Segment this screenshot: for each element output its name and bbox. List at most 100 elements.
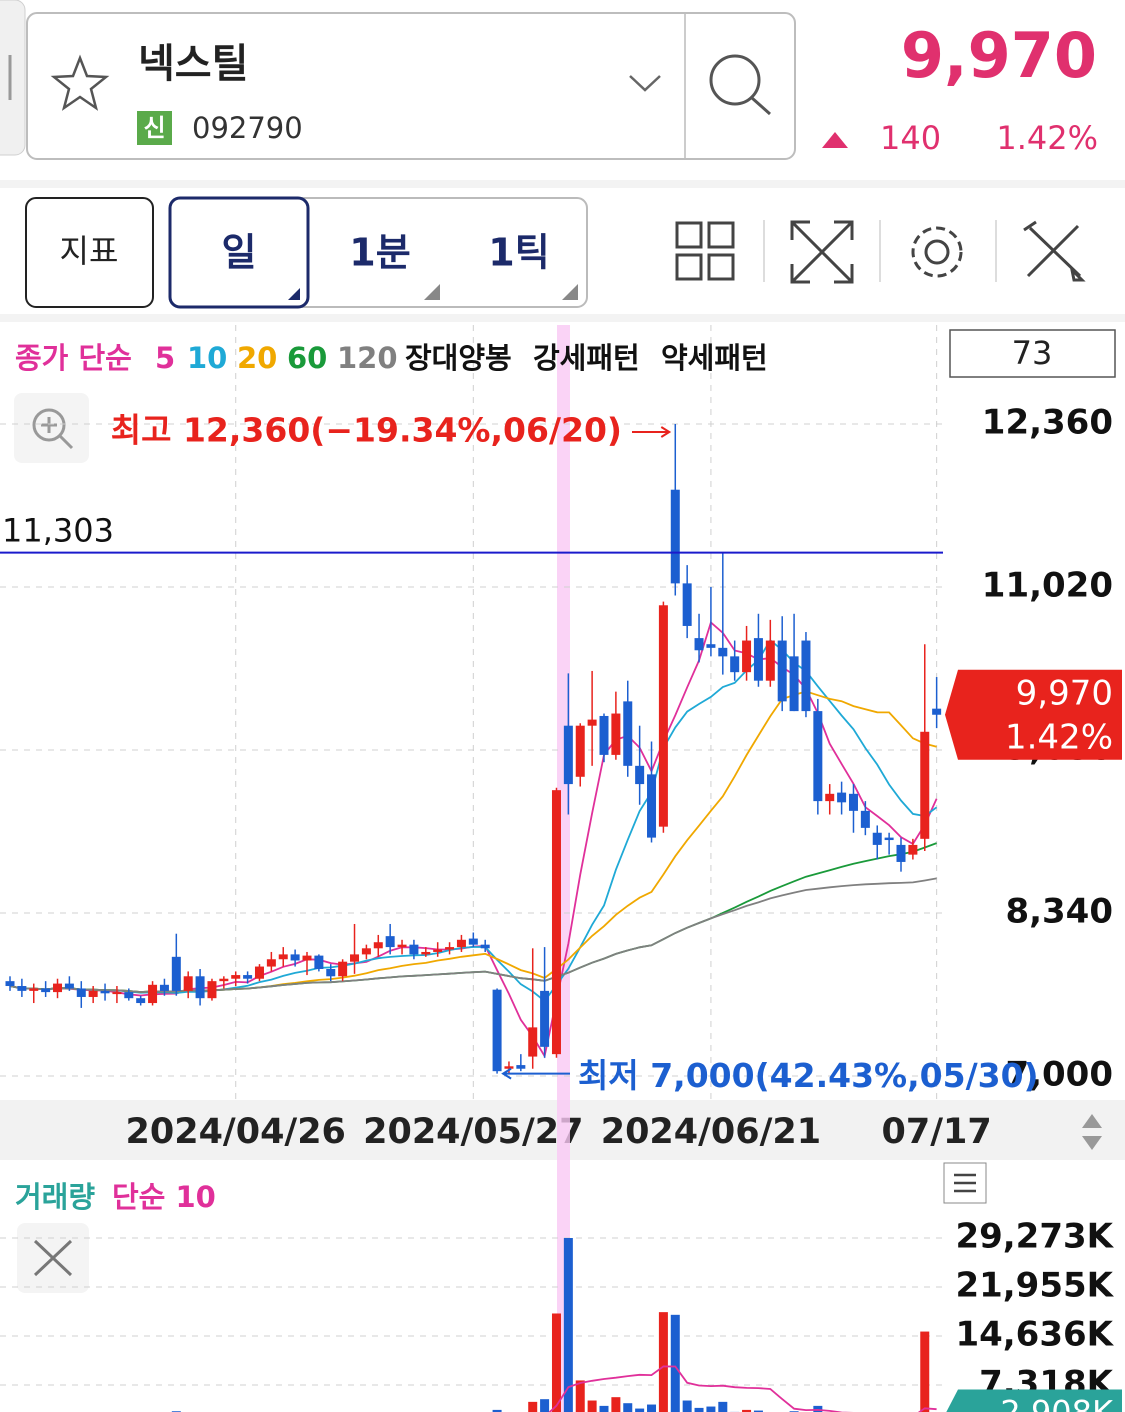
candle-body	[658, 605, 668, 827]
candle-body	[623, 701, 633, 766]
stock-name[interactable]: 넥스틸	[138, 41, 248, 87]
candle-body	[480, 944, 490, 949]
layout-icon[interactable]	[675, 221, 735, 281]
legend-item: 약세패턴	[661, 341, 768, 375]
candle-body	[314, 955, 324, 969]
x-tick-label: 2024/05/27	[363, 1112, 583, 1152]
candle-body	[290, 954, 300, 961]
candle-body	[753, 638, 763, 681]
high-annotation: 최고 12,360(−19.34%,06/20)	[111, 411, 622, 450]
badge	[137, 111, 172, 145]
price-change: 140	[880, 119, 941, 157]
candle-body	[266, 959, 276, 967]
candle-body	[837, 792, 847, 803]
legend-item: 20	[237, 341, 277, 375]
volume-bar	[694, 1407, 704, 1412]
candle-body	[88, 990, 98, 997]
candle-body	[813, 711, 823, 802]
candle-body	[76, 988, 86, 997]
candle-body	[599, 715, 609, 755]
value-box	[949, 329, 1116, 378]
dropdown-arrow[interactable]	[629, 75, 661, 92]
candle-body	[219, 978, 229, 982]
candle-body	[195, 976, 205, 999]
tab-selected[interactable]	[168, 196, 310, 309]
candle-body	[433, 949, 443, 952]
candle-body	[504, 1066, 514, 1069]
settings-icon[interactable]	[911, 226, 963, 278]
zoom-icon-lines	[41, 417, 74, 450]
high-arrow	[632, 426, 672, 438]
close-icon	[33, 1239, 73, 1277]
search-handle	[751, 96, 771, 116]
tools-icon[interactable]	[1023, 220, 1086, 282]
candle-body	[148, 984, 158, 1004]
volume-tag-value: 2,908K	[1000, 1394, 1114, 1412]
volume-bar	[813, 1405, 823, 1412]
candle-body	[254, 966, 264, 979]
tab[interactable]: 1틱	[488, 231, 549, 275]
volume-bar	[551, 1313, 561, 1412]
candle-body	[920, 731, 930, 839]
volume-bar	[706, 1406, 716, 1412]
candle-body	[825, 793, 835, 802]
volume-bar	[635, 1408, 645, 1412]
search-icon[interactable]	[709, 54, 761, 106]
volume-bar	[647, 1404, 657, 1412]
candle-body	[551, 790, 561, 1055]
candle-body	[350, 954, 360, 962]
candle-body	[730, 656, 740, 673]
candle-body	[884, 837, 894, 841]
indicator-button[interactable]	[25, 197, 154, 308]
candle-body	[338, 961, 348, 977]
volume-bar	[658, 1312, 668, 1412]
candle-body	[171, 956, 181, 991]
fullscreen-icon[interactable]	[790, 220, 854, 284]
candle-body	[516, 1065, 526, 1069]
tab[interactable]: 일	[222, 231, 257, 275]
candle-body	[860, 810, 870, 828]
side-tab[interactable]	[0, 0, 26, 156]
candle-body	[278, 954, 288, 960]
y-tick-label: 11,020	[982, 566, 1113, 606]
indicator-label: 지표	[60, 232, 119, 270]
tab[interactable]: 1분	[349, 231, 410, 275]
tab-corner	[562, 284, 578, 300]
volume-bar	[611, 1397, 621, 1412]
tab-corner	[288, 288, 300, 300]
candle-body	[742, 640, 752, 673]
volume-ma-line	[548, 1365, 937, 1412]
up-triangle	[822, 132, 848, 148]
crosshair-band	[557, 325, 570, 1412]
stock-box	[26, 12, 796, 160]
candle-body	[409, 944, 419, 955]
candle-body	[635, 765, 645, 785]
price-tag-value: 9,970	[1016, 673, 1113, 713]
candle-body	[801, 640, 811, 712]
current-price: 9,970	[901, 19, 1097, 92]
price-tag-pct: 1.42%	[1005, 717, 1113, 757]
x-tick-label: 07/17	[882, 1112, 992, 1152]
badge-text: 신	[143, 114, 165, 142]
scroll-arrows[interactable]	[1082, 1114, 1102, 1150]
separator	[0, 314, 1125, 322]
candle-body	[682, 583, 692, 626]
candle-body	[445, 947, 455, 950]
volume-bar	[599, 1405, 609, 1412]
candle-body	[136, 998, 146, 1004]
low-arrow	[501, 1067, 570, 1080]
legend-item: 10	[187, 341, 227, 375]
volume-bar	[670, 1314, 680, 1412]
legend-item: 거래량	[15, 1180, 95, 1214]
volume-tag	[946, 1389, 1122, 1412]
legend-item: 120	[337, 341, 398, 375]
legend-item: 단순 10	[112, 1180, 216, 1214]
stock-code: 092790	[192, 111, 303, 145]
volume-bar	[682, 1400, 692, 1412]
volume-bar	[587, 1400, 597, 1412]
zoom-button[interactable]	[14, 393, 89, 463]
candle-body	[872, 832, 882, 845]
favorite-star[interactable]	[50, 54, 110, 111]
candle-body	[777, 640, 787, 702]
volume-bar	[528, 1401, 538, 1412]
